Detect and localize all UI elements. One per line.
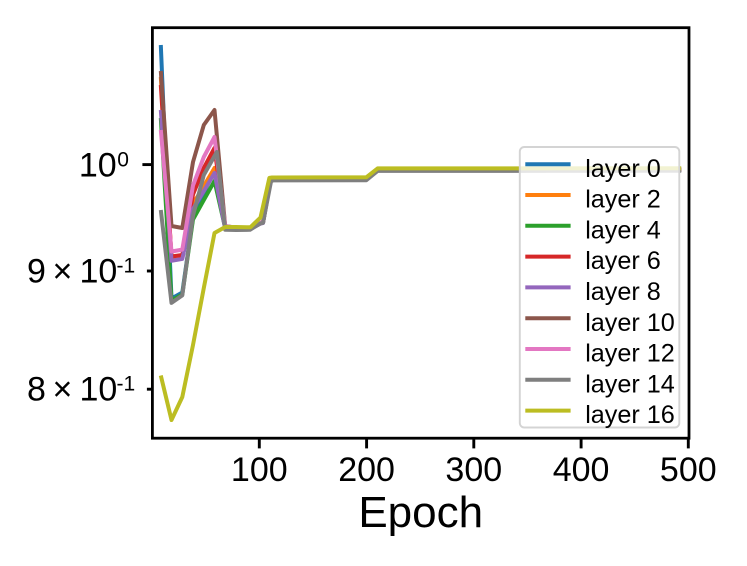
svg-text:-1: -1 — [117, 255, 136, 278]
svg-text:0: 0 — [117, 149, 129, 172]
svg-text:layer 8: layer 8 — [585, 278, 661, 306]
svg-text:300: 300 — [445, 451, 502, 489]
svg-text:10: 10 — [80, 253, 118, 291]
svg-text:500: 500 — [660, 451, 717, 489]
svg-text:-1: -1 — [117, 373, 136, 396]
svg-text:layer 16: layer 16 — [585, 401, 675, 429]
svg-text:Epoch: Epoch — [358, 488, 483, 537]
svg-text:200: 200 — [338, 451, 395, 489]
svg-text:layer 12: layer 12 — [585, 340, 675, 368]
svg-text:layer 14: layer 14 — [585, 370, 675, 398]
svg-text:400: 400 — [553, 451, 610, 489]
svg-text:9: 9 — [27, 253, 46, 291]
svg-text:layer 0: layer 0 — [585, 155, 661, 183]
svg-text:10: 10 — [80, 371, 118, 409]
svg-text:×: × — [53, 253, 73, 291]
svg-text:10: 10 — [79, 147, 117, 185]
svg-text:layer 6: layer 6 — [585, 247, 661, 275]
svg-text:100: 100 — [231, 451, 288, 489]
svg-text:layer 2: layer 2 — [585, 186, 661, 214]
svg-text:×: × — [53, 371, 73, 409]
svg-text:layer 4: layer 4 — [585, 216, 661, 244]
svg-text:8: 8 — [27, 371, 46, 409]
svg-text:layer 10: layer 10 — [585, 309, 675, 337]
